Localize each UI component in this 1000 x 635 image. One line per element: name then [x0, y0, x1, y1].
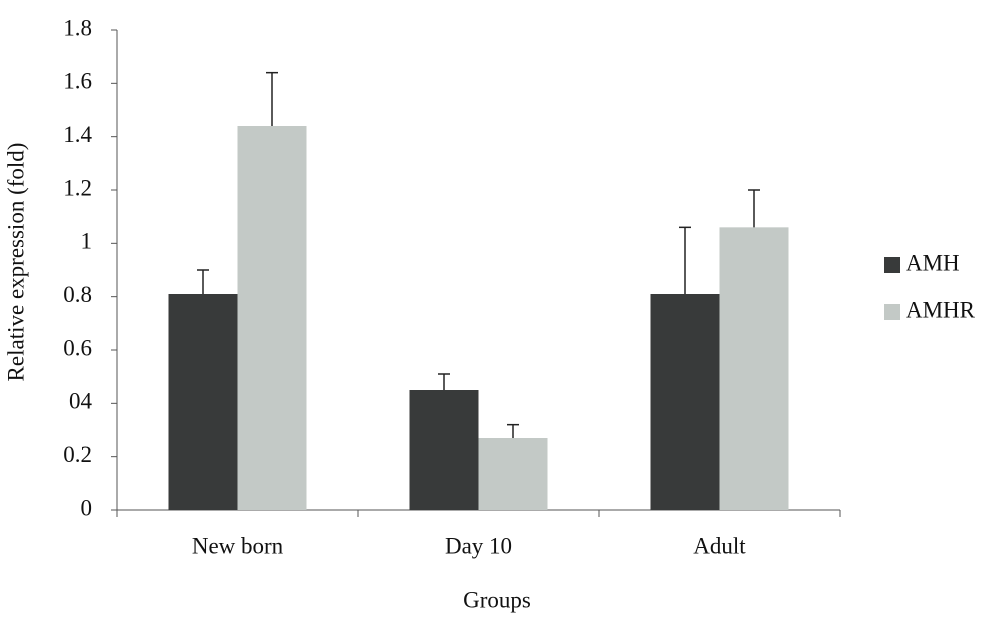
x-axis-title: Groups	[463, 587, 531, 612]
y-tick-label: 1.6	[63, 69, 92, 94]
y-tick-label: 0.8	[63, 282, 92, 307]
y-tick-label: 1.8	[63, 15, 92, 40]
x-tick-label: Day 10	[445, 533, 512, 558]
bar	[650, 294, 720, 510]
y-tick-label: 1	[81, 229, 93, 254]
y-tick-label: 0	[81, 495, 93, 520]
bar	[168, 294, 238, 510]
bar	[719, 227, 789, 511]
legend-swatch	[884, 257, 900, 273]
y-tick-label: 1.2	[63, 175, 92, 200]
bar	[478, 438, 548, 510]
legend-label: AMHR	[906, 297, 976, 322]
bar	[237, 126, 307, 510]
y-axis-title: Relative expression (fold)	[3, 143, 28, 382]
x-tick-label: New born	[192, 533, 284, 558]
y-tick-label: 0.2	[63, 442, 92, 467]
x-tick-label: Adult	[693, 533, 746, 558]
legend-label: AMH	[906, 250, 960, 275]
y-tick-label: 1.4	[63, 122, 92, 147]
bar	[409, 390, 479, 510]
y-tick-label: 0.6	[63, 335, 92, 360]
y-tick-label: 04	[69, 389, 93, 414]
legend-swatch	[884, 304, 900, 320]
